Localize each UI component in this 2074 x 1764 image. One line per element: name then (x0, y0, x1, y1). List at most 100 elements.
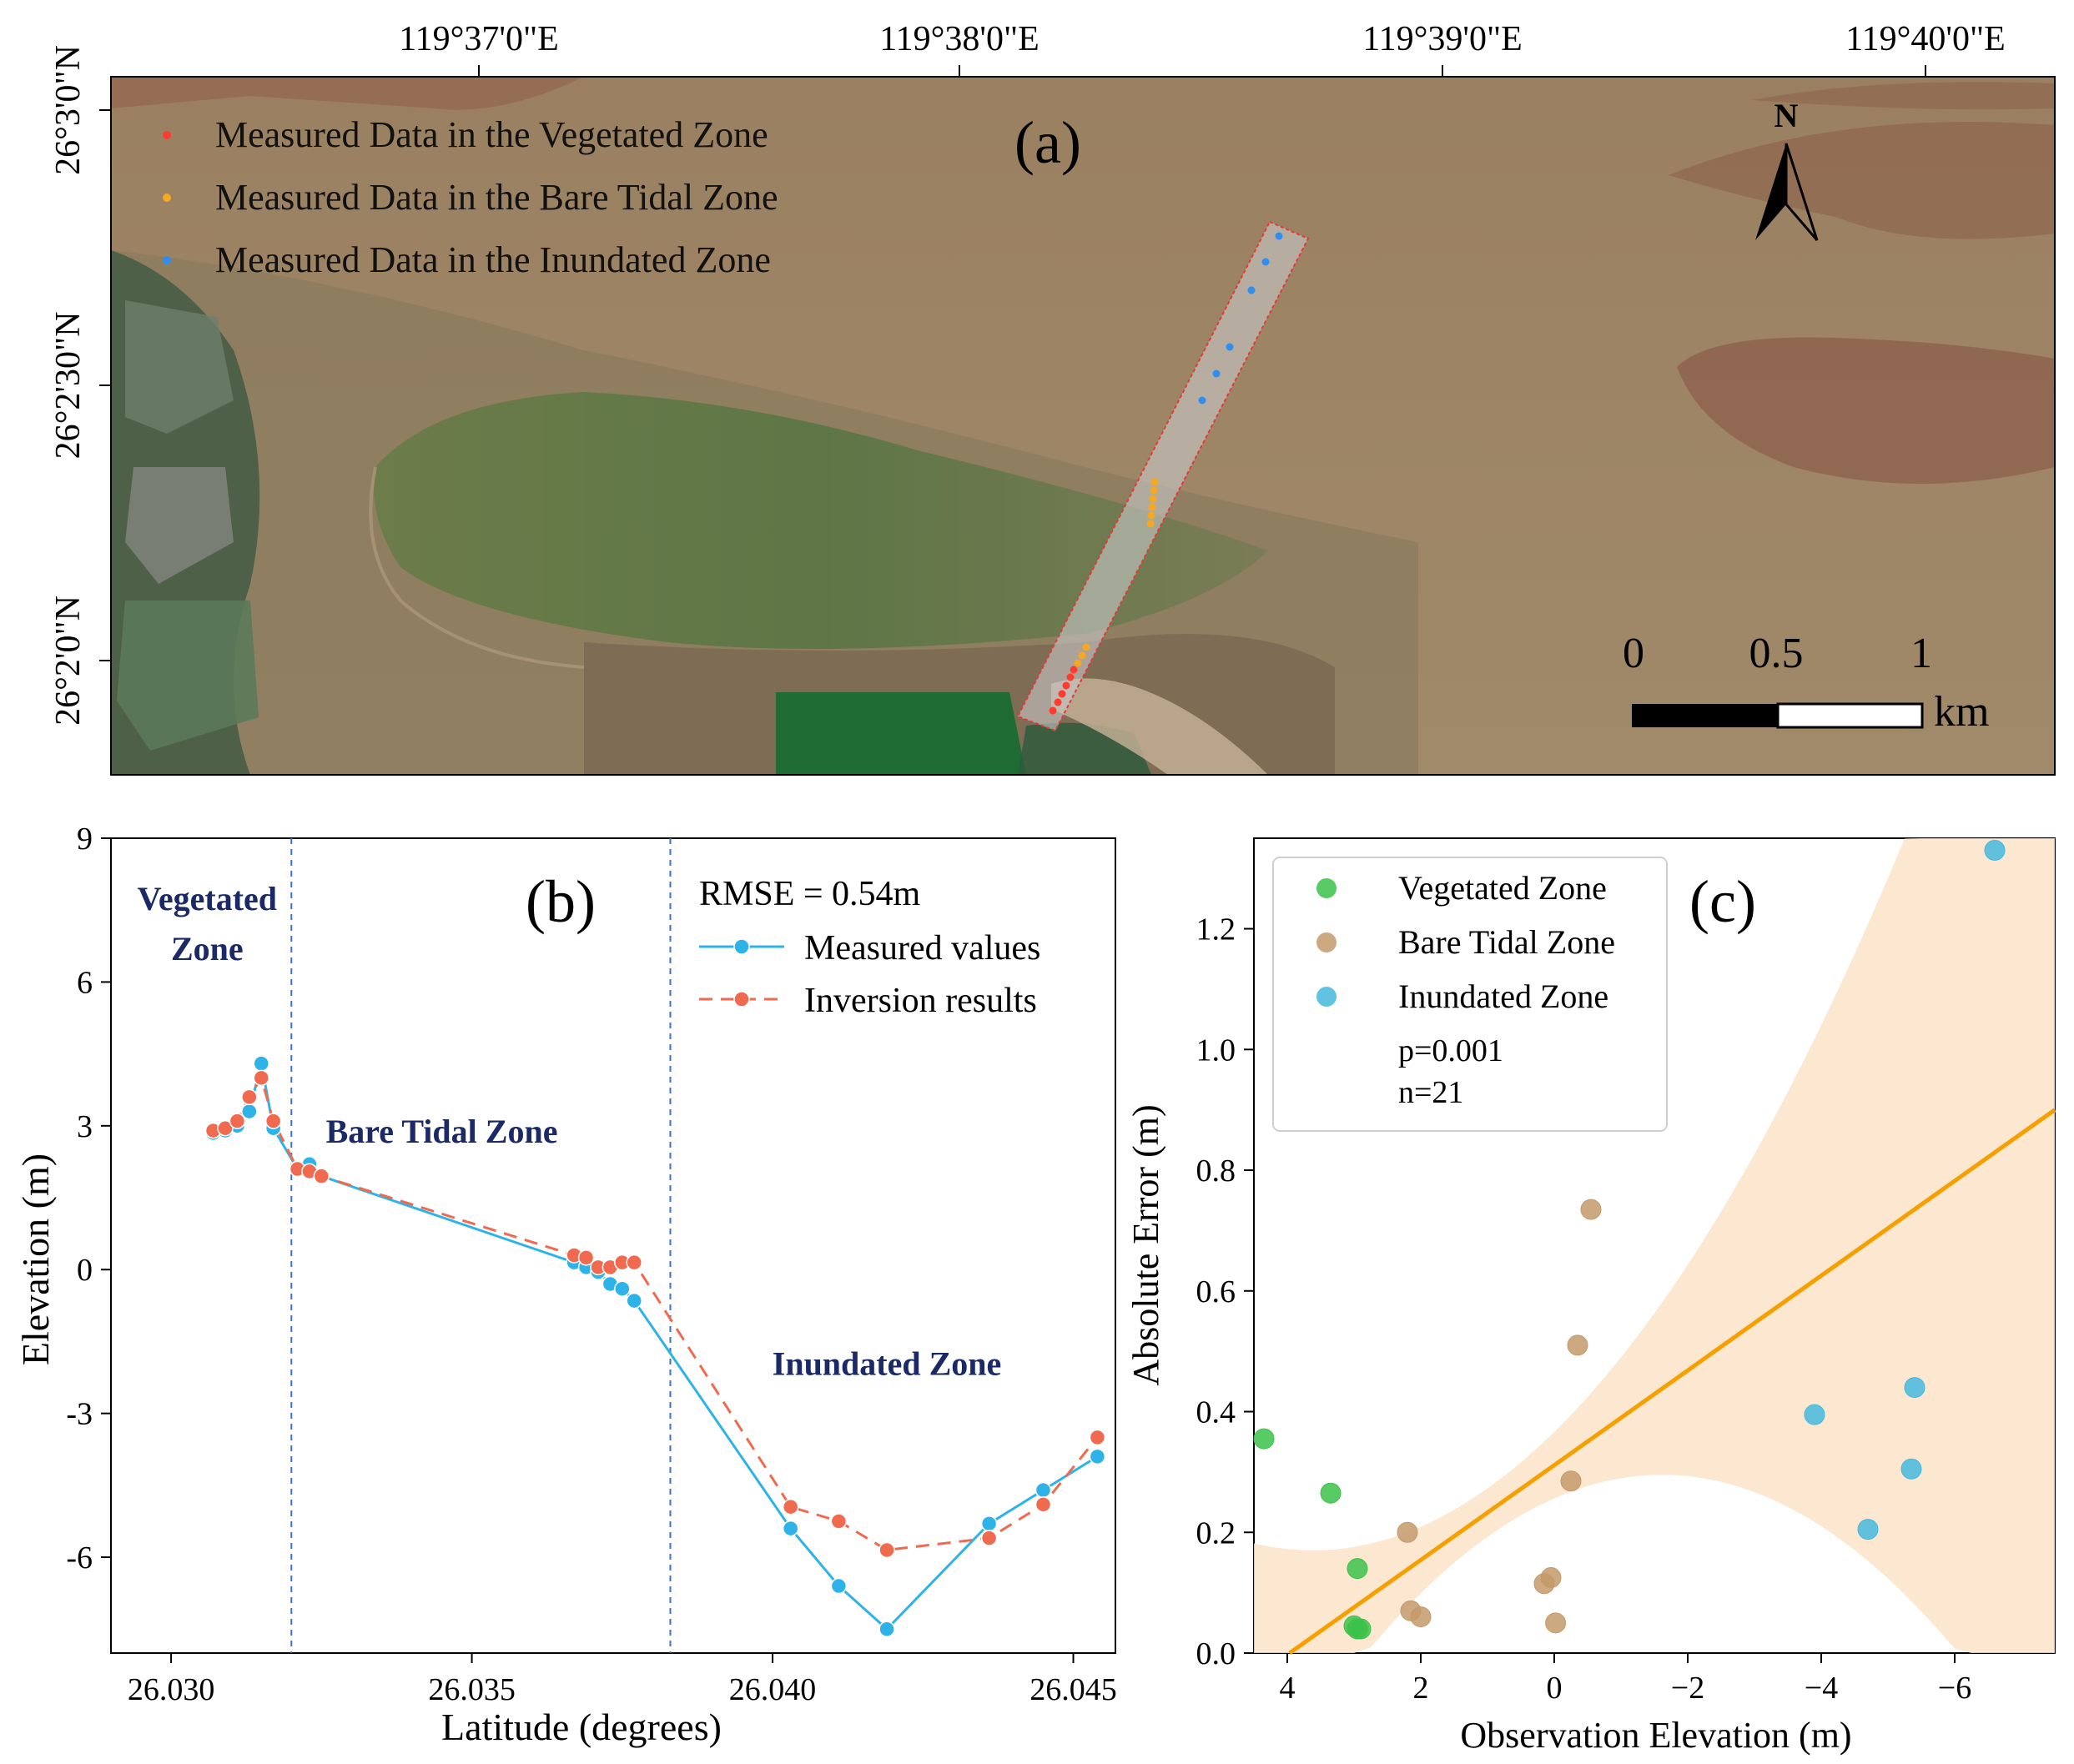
measured-point (626, 1292, 642, 1309)
chart-c-confidence-band (1254, 838, 2055, 1653)
inversion-point (253, 1069, 269, 1087)
left-tick-label: 26°2'0"N (49, 596, 88, 726)
measured-point (614, 1280, 631, 1297)
measured-point (1034, 1481, 1052, 1499)
panel-c-label: (c) (1689, 868, 1756, 935)
legend-label-bare-tidal: Measured Data in the Bare Tidal Zone (215, 177, 778, 218)
legend-label-inundated: Measured Data in the Inundated Zone (215, 239, 771, 280)
transect-point-bare-tidal (1148, 503, 1156, 511)
legend-bare-tidal-label: Bare Tidal Zone (1398, 923, 1615, 961)
transect-point-bare-tidal (1149, 495, 1157, 503)
rmse-annotation: RMSE = 0.54m (699, 875, 921, 913)
transect-points (1049, 232, 1283, 715)
panel-c-error-chart: 4 2 0 −2 −4 −6 0.0 0.2 0.4 0.6 0.8 1.0 1.2 Vegetated… (1125, 837, 2056, 1756)
transect-point-inundated (1275, 232, 1283, 240)
legend-vegetated-label: Vegetated Zone (1398, 869, 1607, 907)
transect-point-vegetated (1054, 698, 1062, 706)
scale-tick-label: 0.5 (1749, 630, 1804, 677)
transect-point-inundated (1212, 369, 1221, 378)
transect-point-inundated (1261, 258, 1270, 266)
transect-point-vegetated (1066, 673, 1075, 681)
y-tick-label: 3 (77, 1109, 93, 1144)
chart-c-xlabel: Observation Elevation (m) (1460, 1715, 1851, 1756)
chart-b-lines (290, 838, 672, 1653)
north-label: N (1774, 97, 1799, 134)
scale-tick-label: 0 (1623, 630, 1644, 677)
chart-b-xlabel: Latitude (degrees) (441, 1706, 722, 1748)
transect-point-vegetated (1062, 681, 1070, 690)
y-tick-label: 0 (77, 1253, 93, 1288)
chart-c-ylabel: Absolute Error (m) (1125, 1104, 1166, 1385)
inundated-point (1904, 1377, 1925, 1399)
x-tick-label: −6 (1938, 1671, 1971, 1706)
zone-label: Vegetated (138, 880, 277, 917)
x-tick-label: 2 (1413, 1671, 1429, 1706)
inversion-point (830, 1513, 848, 1530)
inversion-point (217, 1119, 234, 1137)
transect-point-bare-tidal (1150, 478, 1159, 486)
legend-dot-bare-tidal (163, 193, 171, 202)
bare-tidal-point (1410, 1606, 1432, 1628)
y-tick-label: 0.4 (1196, 1395, 1236, 1430)
scale-bar: 0 0.5 1 km (1623, 630, 1989, 736)
inundated-point (1857, 1519, 1879, 1540)
transect-point-inundated (1226, 343, 1234, 351)
left-coordinate-ticks: 26°3'0"N 26°2'30"N 26°2'0"N (49, 45, 111, 726)
y-tick-label: 1.0 (1196, 1033, 1236, 1068)
chart-b-zone-labels: Vegetated Zone Bare Tidal Zone Inundated Zo… (138, 880, 1002, 1382)
inundated-point (1984, 839, 2006, 861)
confidence-band (1254, 838, 2055, 1653)
north-arrow-icon: N (1755, 97, 1819, 241)
bare-tidal-point (1540, 1567, 1562, 1589)
transect-point-bare-tidal (1078, 651, 1086, 660)
left-tick-label: 26°2'30"N (49, 312, 88, 460)
legend-n-value: n=21 (1398, 1075, 1463, 1110)
vegetated-point (1320, 1482, 1342, 1504)
y-tick-label: 0.2 (1196, 1515, 1236, 1550)
transect-point-inundated (1198, 396, 1206, 405)
vegetated-point (1350, 1618, 1372, 1640)
inversion-point (782, 1498, 799, 1515)
top-tick-label: 119°38'0"E (879, 20, 1040, 58)
y-tick-label: 6 (77, 965, 93, 1000)
inversion-point (878, 1541, 895, 1559)
transect-point-bare-tidal (1082, 643, 1090, 651)
x-tick-label: 26.030 (128, 1672, 215, 1707)
inversion-point (264, 1113, 282, 1129)
map-legend: Measured Data in the Vegetated Zone Meas… (163, 114, 778, 280)
y-tick-label: 0.0 (1196, 1636, 1236, 1671)
transect-point-vegetated (1070, 666, 1078, 674)
transect-point-bare-tidal (1146, 520, 1155, 528)
vegetated-point (1253, 1428, 1275, 1450)
bare-tidal-point (1397, 1521, 1418, 1543)
inversion-point (626, 1254, 642, 1271)
y-tick-label: 9 (77, 822, 93, 857)
inundated-point (1804, 1404, 1825, 1425)
legend-dot-inundated (163, 256, 171, 264)
chart-b-frame (110, 837, 1116, 1654)
y-tick-label: -3 (66, 1397, 93, 1432)
x-tick-label: 0 (1547, 1671, 1563, 1706)
x-tick-label: 26.035 (428, 1672, 516, 1707)
inversion-point (1089, 1429, 1106, 1446)
inundated-point (1900, 1458, 1922, 1480)
inversion-point (577, 1249, 595, 1266)
y-tick-label: 0.6 (1196, 1274, 1236, 1309)
inversion-point (313, 1168, 330, 1184)
legend-inversion-label: Inversion results (804, 982, 1037, 1020)
vegetated-point (1347, 1558, 1368, 1580)
x-tick-label: 26.045 (1029, 1672, 1117, 1707)
y-tick-label: 1.2 (1196, 912, 1236, 947)
y-tick-label: 0.8 (1196, 1153, 1236, 1189)
panel-a-label: (a) (1014, 109, 1081, 176)
measured-point (830, 1577, 848, 1595)
chart-b-legend: Measured values Inversion results (699, 929, 1040, 1020)
legend-inundated-label: Inundated Zone (1398, 977, 1608, 1015)
chart-b-series (204, 1055, 1106, 1638)
inversion-point (241, 1088, 258, 1106)
x-tick-label: 26.040 (729, 1672, 817, 1707)
bare-tidal-point (1560, 1470, 1582, 1492)
chart-b-ylabel: Elevation (m) (14, 1153, 57, 1365)
chart-c-legend: Vegetated Zone Bare Tidal Zone Inundated… (1272, 857, 1668, 1132)
measured-point (1089, 1448, 1106, 1465)
